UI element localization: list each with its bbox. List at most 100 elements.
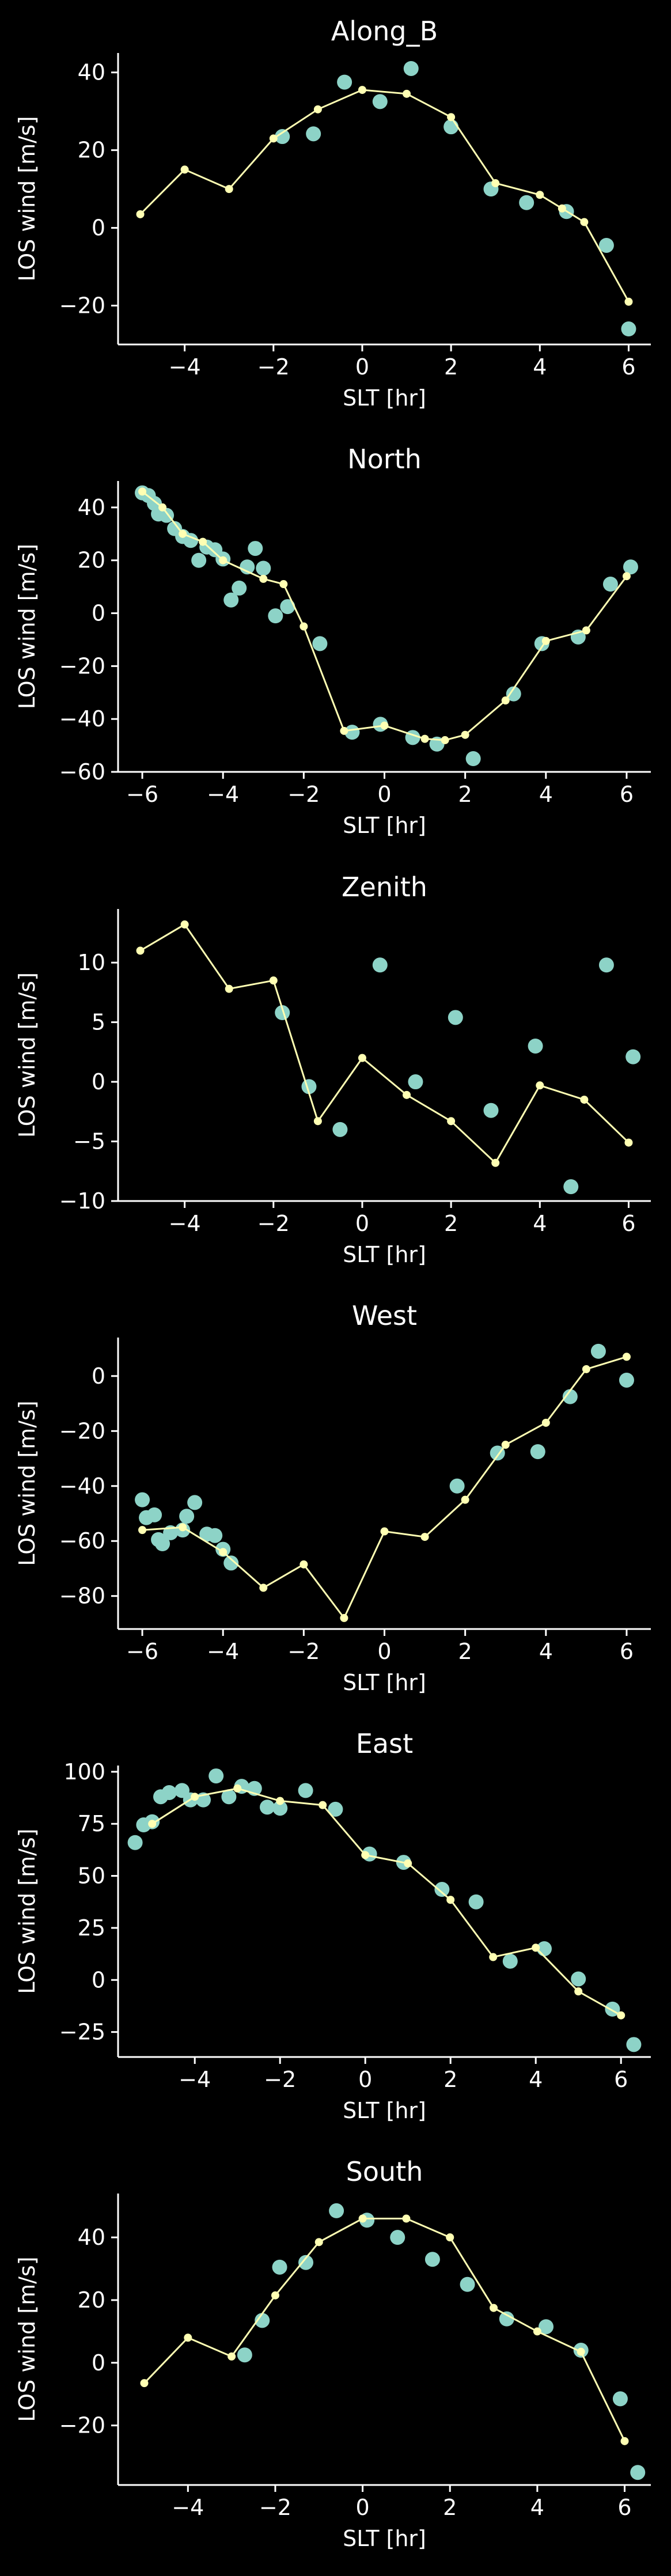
scatter-point (598, 957, 614, 973)
line-marker (622, 1353, 631, 1361)
scatter-point (268, 608, 283, 624)
line-marker (219, 556, 228, 565)
line-marker (491, 1158, 500, 1167)
line-marker (582, 626, 590, 635)
y-tick-label: −80 (59, 1584, 105, 1609)
line-marker (228, 2352, 236, 2361)
x-tick-label: 2 (444, 354, 458, 380)
line-marker (532, 1944, 540, 1952)
y-tick-label: −10 (59, 1188, 105, 1214)
line-marker (624, 1138, 633, 1147)
scatter-point (208, 1768, 224, 1784)
y-tick-label: −20 (59, 2413, 105, 2438)
y-tick-label: 10 (78, 950, 105, 975)
x-tick-label: 0 (358, 2067, 372, 2092)
x-tick-label: −6 (126, 782, 158, 807)
line-marker (319, 1801, 327, 1809)
scatter-point (255, 2313, 270, 2328)
scatter-point (191, 552, 207, 568)
line-marker (533, 2327, 541, 2336)
scatter-point (298, 1783, 313, 1798)
line-marker (490, 2304, 498, 2312)
line-marker (577, 2347, 585, 2356)
scatter-point (275, 129, 290, 145)
x-tick-label: 0 (355, 354, 369, 380)
line-marker (580, 1096, 589, 1104)
line-marker (340, 1613, 348, 1622)
scatter-point (328, 1801, 343, 1817)
x-tick-label: 2 (444, 1211, 458, 1236)
chart-title: West (352, 1300, 417, 1331)
y-tick-label: 5 (92, 1010, 105, 1035)
scatter-point (612, 2391, 628, 2407)
y-axis-label: LOS wind [m/s] (14, 1400, 40, 1566)
scatter-point (232, 580, 247, 596)
y-tick-label: 0 (92, 215, 105, 241)
y-tick-label: 0 (92, 1363, 105, 1389)
line-marker (624, 297, 633, 306)
y-tick-label: 40 (78, 495, 105, 520)
line-marker (558, 204, 566, 213)
scatter-point (248, 541, 263, 556)
line-marker (501, 696, 510, 705)
scatter-point (602, 577, 618, 592)
chart-title: East (356, 1728, 413, 1759)
line-marker (620, 2437, 629, 2445)
scatter-point (298, 2255, 314, 2270)
line-marker (541, 1418, 550, 1427)
line-marker (225, 185, 233, 194)
scatter-point (519, 195, 534, 210)
chart-zenith: Zenith −4 −2 0 2 4 6 −10 −5 0 5 10 SLT [hr] LOS wind … (14, 872, 651, 1267)
x-tick-label: 4 (533, 354, 547, 380)
line-marker (461, 1495, 469, 1504)
line-marker (340, 726, 348, 735)
line-marker (403, 1090, 411, 1099)
line-marker (191, 1793, 199, 1801)
scatter-point (424, 2252, 440, 2267)
y-tick-label: 50 (78, 1863, 105, 1889)
scatter-point (448, 1010, 463, 1025)
line-marker (276, 1797, 285, 1805)
x-tick-label: 2 (458, 782, 472, 807)
scatter-point (539, 2319, 554, 2335)
y-tick-label: 0 (92, 2350, 105, 2376)
line-marker (446, 1896, 455, 1904)
scatter-point (332, 1122, 348, 1137)
y-tick-label: −40 (59, 706, 105, 732)
scatter-point (187, 1495, 203, 1510)
x-tick-label: 4 (539, 782, 553, 807)
scatter-point (135, 1492, 150, 1507)
y-axis-label: LOS wind [m/s] (14, 2256, 40, 2422)
scatter-point (528, 1038, 543, 1054)
x-tick-label: −2 (287, 782, 320, 807)
x-tick-label: 4 (539, 1639, 553, 1664)
scatter-point (499, 2311, 514, 2327)
chart-title: Along_B (331, 16, 438, 47)
scatter-point (483, 1103, 499, 1118)
scatter-point (390, 2230, 405, 2245)
scatter-point (329, 2203, 344, 2218)
line-marker (314, 2238, 323, 2247)
x-axis-label: SLT [hr] (343, 385, 426, 411)
scatter-point (563, 1179, 579, 1195)
x-tick-label: 6 (617, 2495, 631, 2520)
line-marker (447, 1117, 456, 1126)
line-marker (271, 2291, 279, 2300)
line-marker (536, 191, 544, 199)
y-tick-label: −40 (59, 1473, 105, 1499)
scatter-point (434, 1882, 450, 1897)
scatter-point (260, 1800, 275, 1815)
chart-title: North (347, 444, 422, 475)
scatter-point (443, 119, 459, 135)
x-tick-label: 0 (377, 782, 391, 807)
y-tick-label: 20 (78, 138, 105, 163)
line-marker (136, 210, 145, 218)
line-marker (199, 537, 207, 546)
x-tick-label: 6 (620, 1639, 634, 1664)
scatter-point (630, 2465, 646, 2480)
line-marker (233, 1784, 242, 1793)
x-tick-label: −2 (264, 2067, 296, 2092)
line-marker (158, 503, 167, 512)
y-axis-label: LOS wind [m/s] (14, 972, 40, 1138)
